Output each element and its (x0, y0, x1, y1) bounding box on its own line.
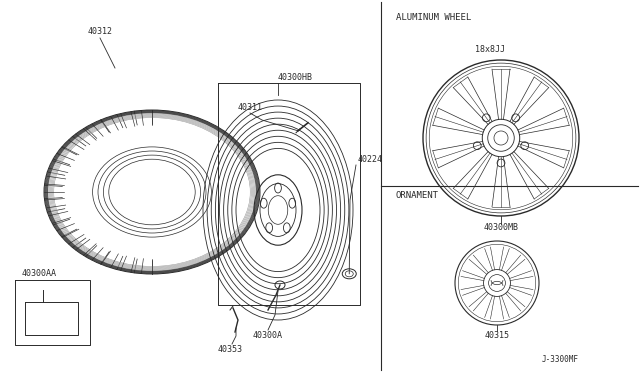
Text: ALUMINUM WHEEL: ALUMINUM WHEEL (396, 13, 471, 22)
Text: 40315: 40315 (484, 330, 509, 340)
Text: 18x8JJ: 18x8JJ (475, 45, 505, 55)
Text: 40300A: 40300A (253, 331, 283, 340)
Text: J-3300MF: J-3300MF (541, 356, 579, 365)
Text: 40312: 40312 (88, 28, 113, 36)
Text: 40353: 40353 (218, 346, 243, 355)
Text: 40300AA: 40300AA (22, 269, 57, 278)
Text: 40224: 40224 (358, 155, 383, 164)
Text: 40300HB: 40300HB (278, 73, 312, 81)
Text: ORNAMENT: ORNAMENT (396, 192, 439, 201)
Text: 40300MB: 40300MB (483, 224, 518, 232)
Text: 40311: 40311 (237, 103, 262, 112)
